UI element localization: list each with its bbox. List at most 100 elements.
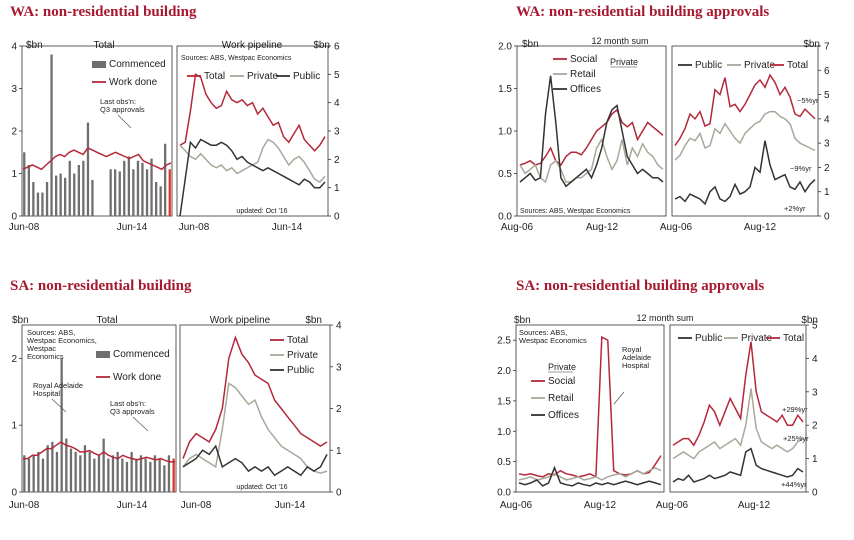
wa-pipeline-updated: updated: Oct '16 [236, 208, 287, 215]
sa-total-note-2: Westpac [27, 344, 56, 353]
sa-pipeline-ytick-1: 1 [336, 446, 342, 457]
wa-approvals-sector-annotation-0: ~5%yr [797, 96, 819, 105]
wa-approvals-sector-ytick-0: 0 [824, 212, 830, 223]
sa-total-bar-4 [41, 458, 45, 492]
sa-total-bar-30 [163, 465, 166, 492]
sa-total-bar-28 [153, 455, 157, 492]
wa-total-bar-0 [23, 152, 26, 217]
sa-total-bar-0 [23, 455, 26, 492]
wa-approvals-sector-line-private [674, 110, 816, 161]
wa-total-bar-22 [123, 160, 126, 217]
wa-approvals-comp-legend-heading: Private [610, 57, 638, 67]
wa-pipeline-ytick-1: 1 [334, 183, 340, 194]
sa-approvals-comp-unit: $bn [514, 315, 531, 326]
wa-total-ytick-2: 2 [11, 127, 17, 138]
sa-total-bar-12 [79, 455, 82, 492]
wa-approvals-comp-xtick-0: Aug-06 [501, 222, 534, 233]
sa-approvals-comp-annotation-0b: Adelaide [622, 353, 651, 362]
sa-approvals-sector-legend-label-total: Total [783, 333, 804, 344]
sa-approvals-comp-ytick-2: 1.0 [497, 427, 511, 438]
wa-approvals-sector-xtick-0: Aug-06 [660, 222, 693, 233]
sa-total-panel-label: Total [96, 315, 117, 326]
wa-total-ytick-3: 3 [11, 84, 17, 95]
sa-total-bar-16 [97, 455, 101, 492]
sa-total-bar-8 [60, 358, 63, 492]
wa-total-legend-label-work-done: Work done [109, 77, 158, 88]
sa-approvals-header-label: 12 month sum [636, 313, 693, 323]
wa-total-bar-6 [50, 54, 53, 216]
sa-approvals-sector-frame [669, 324, 807, 493]
sa-total-annotation-arrow-1 [132, 416, 149, 432]
sa-total-ytick-0: 0 [11, 488, 17, 499]
sa-total-bar-20 [116, 451, 119, 492]
wa-approvals-comp-ytick-3: 1.5 [498, 84, 512, 95]
wa-approvals-sector-xtick-1: Aug-12 [744, 222, 777, 233]
wa-total-ytick-0: 0 [11, 212, 17, 223]
wa-total-line-work-done [22, 147, 172, 171]
wa-approvals-sector-ytick-6: 6 [824, 66, 830, 77]
sa-total-bar-29 [158, 458, 161, 492]
wa-total-bar-13 [82, 160, 85, 217]
sa-total-bar-3 [37, 451, 40, 492]
sa-approvals-comp-ytick-1: 0.5 [497, 457, 511, 468]
wa-total-bar-15 [91, 179, 94, 216]
sa-total-legend-label-commenced: Commenced [113, 349, 170, 360]
sa-total-note-1: Westpac Economics, [27, 336, 97, 345]
wa-total-annotation-arrow [117, 114, 132, 129]
chart-title-sa-approvals: SA: non-residential building approvals [516, 278, 765, 294]
sa-total-bar-11 [74, 451, 77, 492]
wa-approvals-sector-annotation-2: +2%yr [784, 204, 806, 213]
sa-approvals-comp-legend-label-social: Social [548, 376, 575, 387]
sa-approvals-sector-unit: $bn [801, 315, 818, 326]
wa-pipeline-line-total [179, 73, 326, 152]
wa-approvals-sector-ytick-7: 7 [824, 42, 830, 53]
wa-pipeline-ytick-4: 4 [334, 98, 340, 109]
wa-approvals-comp-unit: $bn [522, 39, 539, 50]
sa-total-bar-10 [69, 448, 73, 492]
sa-pipeline-unit: $bn [305, 315, 322, 326]
sa-total-bar-5 [46, 445, 49, 492]
wa-approvals-comp-legend-label-retail: Retail [570, 69, 596, 80]
wa-approvals-sector-legend-label-private: Private [744, 60, 776, 71]
wa-approvals-sector-legend-label-total: Total [787, 60, 808, 71]
sa-total-xtick-0: Jun-08 [9, 500, 40, 511]
wa-approvals-sector-ytick-4: 4 [824, 114, 830, 125]
sa-approvals-sector-annotation-2: +44%yr [781, 480, 807, 489]
sa-total-legend-label-work-done: Work done [113, 372, 162, 383]
wa-approvals-comp-line-retail [519, 137, 664, 184]
wa-total-bar-23 [127, 156, 130, 216]
sa-approvals-comp-note-1: Westpac Economics [519, 336, 587, 345]
wa-approvals-sector-line-total [674, 73, 816, 147]
wa-pipeline-note: Sources: ABS, Westpac Economics [181, 55, 292, 62]
wa-approvals-sector-annotation-1: ~9%yr [790, 164, 812, 173]
sa-approvals-sector-ytick-0: 0 [812, 488, 818, 499]
sa-approvals-comp-ytick-0: 0.0 [497, 488, 511, 499]
wa-total-bar-32 [168, 169, 171, 217]
sa-total-bar-25 [139, 455, 143, 492]
sa-total-bar-21 [121, 458, 124, 492]
wa-approvals-comp-ytick-4: 2.0 [498, 42, 512, 53]
wa-total-bar-14 [86, 122, 90, 216]
wa-total-annotation-1: Q3 approvals [100, 105, 145, 114]
wa-total-bar-29 [155, 182, 158, 216]
wa-total-bar-26 [141, 162, 144, 216]
sa-approvals-sector-ytick-1: 1 [812, 454, 818, 465]
wa-approvals-comp-ytick-1: 0.5 [498, 169, 512, 180]
wa-total-frame [21, 45, 173, 217]
wa-total-legend-swatch-commenced [92, 61, 106, 68]
sa-total-bar-32 [172, 458, 175, 492]
wa-total-bar-4 [41, 192, 44, 216]
wa-pipeline-panel-label: Work pipeline [222, 40, 283, 51]
sa-total-ytick-1: 1 [11, 421, 17, 432]
wa-total-bar-24 [132, 169, 135, 217]
sa-approvals-sector-legend-label-private: Private [741, 333, 773, 344]
wa-pipeline-legend-label-private: Private [247, 71, 279, 82]
wa-total-xtick-1: Jun-14 [117, 222, 148, 233]
sa-pipeline-ytick-2: 2 [336, 404, 342, 415]
sa-total-bar-18 [107, 458, 110, 492]
sa-total-line-work-done [23, 440, 175, 463]
wa-approvals-comp-legend-label-social: Social [570, 54, 597, 65]
wa-pipeline-legend-label-public: Public [293, 71, 320, 82]
wa-approvals-comp-legend-label-offices: Offices [570, 84, 601, 95]
